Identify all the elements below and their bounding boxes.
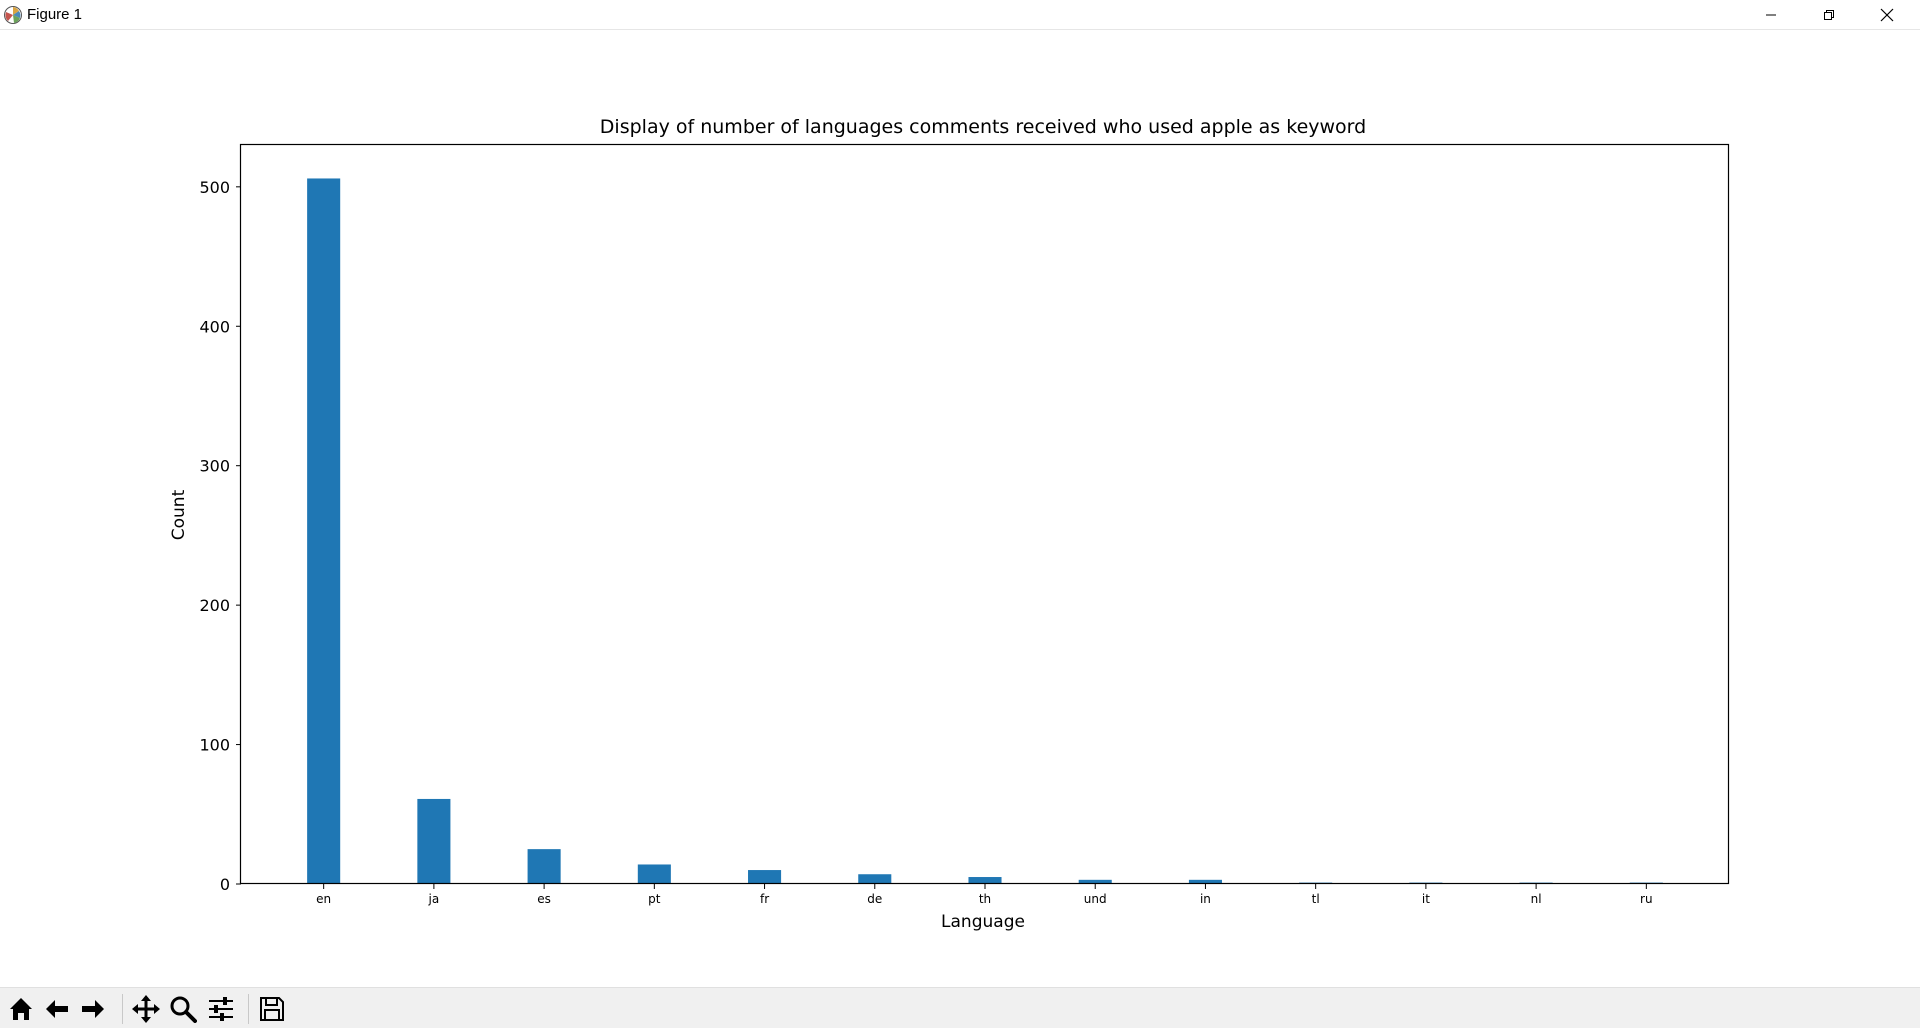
x-tick-label: th <box>979 892 991 906</box>
close-button[interactable] <box>1858 0 1916 29</box>
x-axis-label: Language <box>941 912 1025 932</box>
bar-en <box>307 178 341 884</box>
bar-und <box>1078 879 1112 884</box>
navigation-toolbar <box>0 987 1920 1028</box>
bar-th <box>968 877 1002 884</box>
save-icon <box>260 997 284 1021</box>
toolbar-separator <box>248 994 249 1024</box>
bars-group <box>307 178 1663 884</box>
back-button[interactable] <box>40 992 74 1026</box>
y-ticks-group: 0 100 200 300 400 500 <box>199 178 241 894</box>
figure-canvas[interactable]: Display of number of languages comments … <box>0 30 1920 987</box>
home-icon <box>10 998 32 1020</box>
x-tick-label: it <box>1422 892 1430 906</box>
chart-title: Display of number of languages comments … <box>600 116 1366 138</box>
y-tick-label: 500 <box>199 178 230 197</box>
x-tick-label: en <box>316 892 331 906</box>
window-titlebar: Figure 1 <box>0 0 1920 30</box>
restore-button[interactable] <box>1800 0 1858 29</box>
x-tick-label: pt <box>648 892 661 906</box>
y-tick-label: 300 <box>199 457 230 476</box>
matplotlib-logo-icon <box>4 6 22 24</box>
zoom-button[interactable] <box>166 992 200 1026</box>
bar-chart: Display of number of languages comments … <box>169 116 1730 932</box>
zoom-icon <box>170 996 197 1023</box>
x-tick-label: de <box>867 892 882 906</box>
x-tick-label: nl <box>1531 892 1542 906</box>
x-tick-label: tl <box>1312 892 1320 906</box>
minimize-button[interactable] <box>1742 0 1800 29</box>
forward-button[interactable] <box>76 992 110 1026</box>
y-tick-label: 100 <box>199 736 230 755</box>
forward-arrow-icon <box>82 1000 104 1018</box>
bar-es <box>527 849 561 884</box>
close-icon <box>1880 8 1894 21</box>
configure-subplots-button[interactable] <box>204 992 238 1026</box>
home-button[interactable] <box>4 992 38 1026</box>
bar-in <box>1188 879 1222 884</box>
bar-ja <box>417 798 451 884</box>
pan-button[interactable] <box>129 992 163 1026</box>
axes-frame <box>239 143 1730 885</box>
back-arrow-icon <box>46 1000 68 1018</box>
pan-icon <box>132 995 160 1023</box>
y-tick-label: 0 <box>220 875 230 894</box>
bar-fr <box>748 870 782 884</box>
x-tick-label: es <box>537 892 551 906</box>
restore-icon <box>1824 9 1834 20</box>
x-tick-label: und <box>1084 892 1107 906</box>
window-title: Figure 1 <box>27 6 83 23</box>
bar-pt <box>637 864 671 884</box>
x-tick-label: ru <box>1640 892 1653 906</box>
configure-subplots-icon <box>209 997 233 1021</box>
x-tick-label: in <box>1200 892 1211 906</box>
bar-de <box>858 874 892 884</box>
y-tick-label: 200 <box>199 596 230 615</box>
toolbar-separator <box>122 994 123 1024</box>
y-tick-label: 400 <box>199 317 230 336</box>
y-axis-label: Count <box>169 489 189 540</box>
x-tick-label: fr <box>760 892 769 906</box>
save-button[interactable] <box>255 992 289 1026</box>
x-ticks-group: en ja es pt fr de th und in tl it nl ru <box>316 884 1653 906</box>
x-tick-label: ja <box>428 892 440 906</box>
minimize-icon <box>1766 14 1776 15</box>
